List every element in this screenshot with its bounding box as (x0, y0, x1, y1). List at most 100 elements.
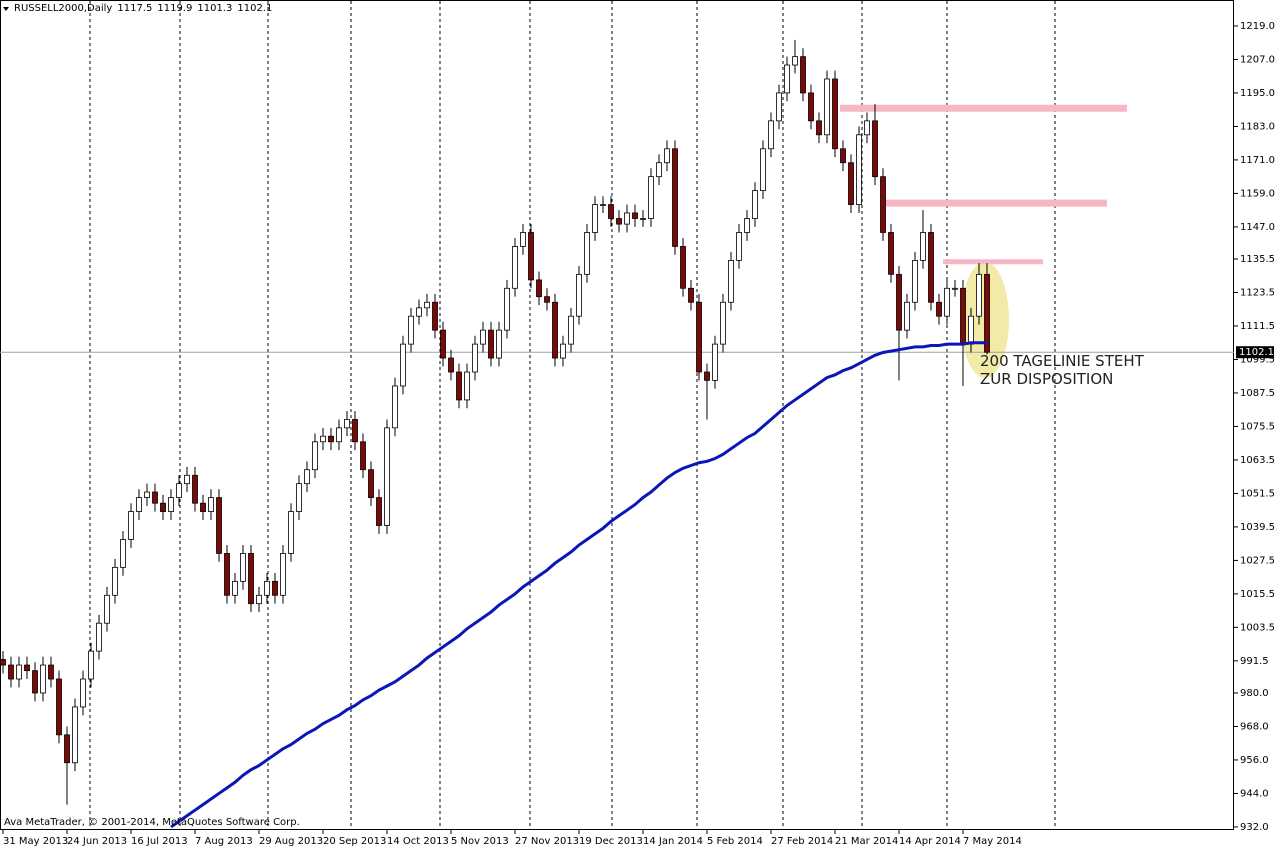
candle-body (40, 664, 46, 694)
candle-body (520, 232, 526, 247)
y-tick-label: 1075.5 (1240, 421, 1275, 432)
x-tick-label: 31 May 2013 (3, 836, 68, 847)
bar-high: 1119.9 (157, 3, 193, 14)
candle-body (288, 511, 294, 554)
candle-body (136, 497, 142, 512)
candle-body (48, 664, 54, 680)
y-tick-label: 1195.0 (1240, 88, 1275, 99)
x-tick-label: 5 Feb 2014 (707, 836, 763, 847)
candle-body (608, 204, 614, 219)
candle-body (304, 469, 310, 485)
candle-body (800, 56, 806, 94)
candle-body (256, 594, 262, 605)
candle-body (560, 343, 566, 359)
candle-body (968, 315, 974, 345)
y-tick-label: 1087.5 (1240, 388, 1275, 399)
candle-body (728, 259, 734, 303)
candle-body (504, 287, 510, 331)
x-tick-label: 7 May 2014 (963, 836, 1022, 847)
candle-body (248, 553, 254, 605)
annotation-line: ZUR DISPOSITION (980, 370, 1114, 388)
plot-frame (0, 0, 1234, 830)
candle-body (496, 329, 502, 359)
candle-body (120, 539, 126, 568)
candle-body (536, 279, 542, 298)
bar-open: 1117.5 (117, 3, 153, 14)
candle-body (656, 162, 662, 178)
candle-body (808, 92, 814, 122)
candle-body (144, 491, 150, 499)
candle-body (80, 678, 86, 708)
candle-body (928, 232, 934, 303)
y-tick-label: 1027.5 (1240, 555, 1275, 566)
candle-body (336, 427, 342, 443)
candle-body (344, 419, 350, 429)
candle-body (936, 301, 942, 317)
candle-body (112, 566, 118, 596)
x-tick-label: 5 Nov 2013 (451, 836, 509, 847)
candle-body (704, 371, 710, 381)
moving-average (170, 341, 987, 829)
candle-body (176, 483, 182, 499)
candle-body (880, 176, 886, 233)
candle-body (128, 511, 134, 540)
candle-body (104, 594, 110, 624)
y-tick-label: 1207.0 (1240, 54, 1275, 65)
candle-body (952, 287, 958, 290)
candle-body (792, 56, 798, 66)
menu-arrow[interactable] (3, 7, 9, 11)
candle-body (160, 502, 166, 512)
y-tick-label: 1015.5 (1240, 589, 1275, 600)
candle-body (88, 650, 94, 680)
candle-body (616, 218, 622, 225)
header: RUSSELL2000,Daily 1117.5 1119.9 1101.3 1… (4, 3, 272, 14)
candle-body (832, 78, 838, 150)
candle-body (424, 301, 430, 309)
candle-body (528, 232, 534, 281)
y-tick-label: 944.0 (1240, 788, 1269, 799)
candle-body (864, 120, 870, 136)
candle-body (32, 670, 38, 694)
y-tick-label: 1171.0 (1240, 155, 1275, 166)
y-tick-label: 956.0 (1240, 755, 1269, 766)
candle-body (544, 296, 550, 303)
candle-body (856, 134, 862, 205)
candle-body (480, 329, 486, 345)
candle-body (912, 259, 918, 303)
bar-close: 1102.1 (237, 3, 273, 14)
y-tick-label: 1219.0 (1240, 21, 1275, 32)
y-tick-label: 1147.0 (1240, 222, 1275, 233)
candle-body (464, 371, 470, 401)
candle-body (568, 315, 574, 345)
y-tick-label: 1099.5 (1240, 354, 1275, 365)
candle-body (64, 734, 70, 764)
candle-body (736, 232, 742, 261)
candle-body (56, 678, 62, 736)
y-tick-label: 1135.5 (1240, 254, 1275, 265)
candle-body (872, 120, 878, 178)
candle-body (400, 343, 406, 387)
candle-body (640, 218, 646, 220)
candle-body (216, 497, 222, 554)
candle-body (680, 246, 686, 289)
y-tick-label: 932.0 (1240, 822, 1269, 833)
candle-body (16, 664, 22, 680)
candle-body (0, 659, 6, 666)
candle-body (240, 553, 246, 582)
candle-body (592, 204, 598, 233)
candle-body (320, 435, 326, 443)
y-tick-label: 1183.0 (1240, 121, 1275, 132)
x-tick-label: 21 Mar 2014 (835, 836, 898, 847)
y-tick-label: 1039.5 (1240, 522, 1275, 533)
candle-body (272, 580, 278, 596)
candle-body (328, 435, 334, 443)
candle-body (784, 64, 790, 94)
candle-body (192, 474, 198, 504)
candle-body (776, 92, 782, 122)
candle-body (8, 664, 14, 680)
candle-body (376, 497, 382, 526)
candle-body (688, 287, 694, 303)
x-tick-label: 14 Jan 2014 (643, 836, 703, 847)
